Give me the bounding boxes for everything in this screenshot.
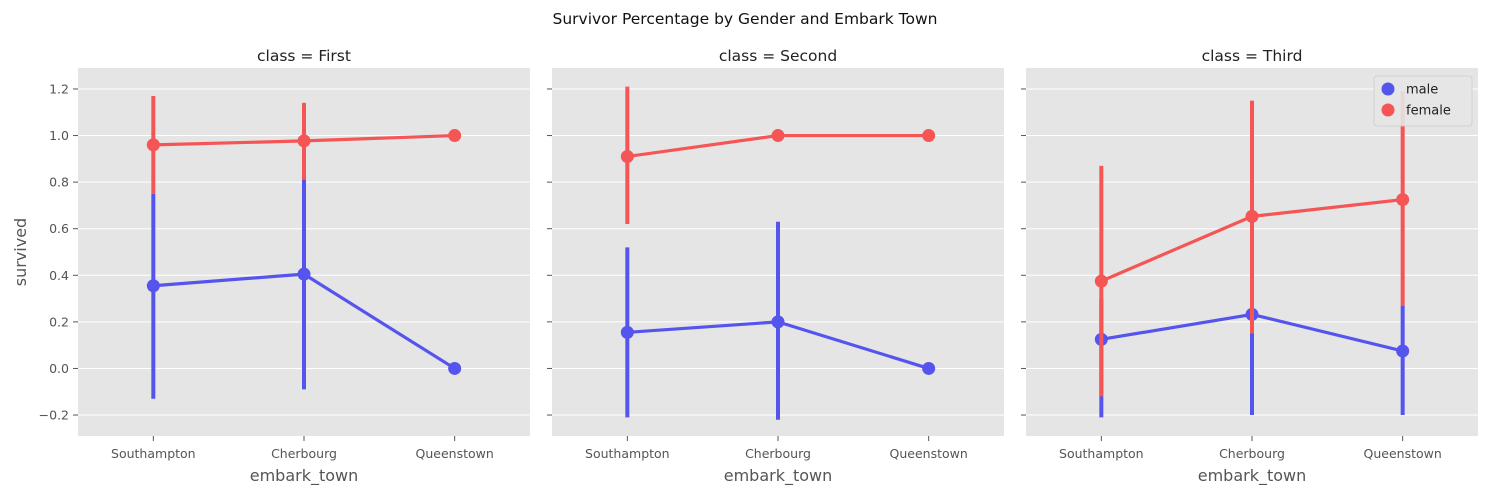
panel-title: class = Third (1202, 47, 1303, 65)
series-male (620, 221, 936, 420)
series-female (620, 86, 936, 225)
data-point (1396, 344, 1410, 358)
panel-2: Southampton Cherbourg Queenstown embark_tow… (547, 47, 1004, 486)
data-point (146, 279, 160, 293)
legend-marker (1381, 82, 1395, 96)
y-tick-label: 0.8 (49, 175, 69, 190)
x-axis-label: embark_town (250, 466, 359, 486)
data-point (620, 150, 634, 164)
y-tick-label: 0.0 (49, 361, 69, 376)
series-female (1094, 91, 1410, 397)
legend-label: male (1406, 83, 1438, 98)
x-tick-label: Queenstown (890, 446, 968, 461)
x-tick-label: Southampton (585, 446, 670, 461)
data-point (448, 361, 462, 375)
data-point (922, 129, 936, 143)
legend: male female (1373, 75, 1473, 127)
legend-label: female (1406, 104, 1451, 119)
data-point (771, 315, 785, 329)
x-axis-label: embark_town (1198, 466, 1307, 486)
chart-title: Survivor Percentage by Gender and Embark… (553, 10, 938, 28)
data-point (922, 361, 936, 375)
data-point (297, 134, 311, 148)
panel-1: −0.2 0.0 0.2 0.4 0.6 0.8 1.0 1.2 Southampton Cher… (39, 47, 530, 486)
series-male (146, 177, 462, 399)
facet-panels: −0.2 0.0 0.2 0.4 0.6 0.8 1.0 1.2 Southampton Cher… (39, 47, 1478, 486)
legend-frame (1373, 75, 1473, 127)
x-tick-label: Southampton (111, 446, 196, 461)
legend-marker (1381, 103, 1395, 117)
x-tick-label: Queenstown (1364, 446, 1442, 461)
y-tick-label: 1.2 (49, 81, 69, 96)
x-tick-label: Cherbourg (1219, 446, 1285, 461)
data-point (1396, 193, 1410, 207)
x-axis-label: embark_town (724, 466, 833, 486)
data-point (771, 129, 785, 143)
x-tick-label: Cherbourg (745, 446, 811, 461)
x-tick-label: Southampton (1059, 446, 1144, 461)
data-point (448, 129, 462, 143)
x-tick-label: Queenstown (416, 446, 494, 461)
x-tick-label: Cherbourg (271, 446, 337, 461)
panel-3: Southampton Cherbourg Queenstown embark_tow… (1021, 47, 1478, 486)
y-axis-label: survived (11, 218, 30, 286)
y-tick-label: −0.2 (39, 408, 69, 423)
y-tick-label: 1.0 (49, 128, 69, 143)
series-female (146, 95, 462, 194)
data-point (1245, 209, 1259, 223)
data-point (297, 267, 311, 281)
y-tick-label: 0.4 (49, 268, 69, 283)
y-tick-label: 0.2 (49, 314, 69, 329)
y-tick-label: 0.6 (49, 221, 69, 236)
panel-title: class = Second (719, 47, 837, 65)
data-point (146, 138, 160, 152)
panel-title: class = First (257, 47, 351, 65)
data-point (620, 325, 634, 339)
data-point (1094, 274, 1108, 288)
